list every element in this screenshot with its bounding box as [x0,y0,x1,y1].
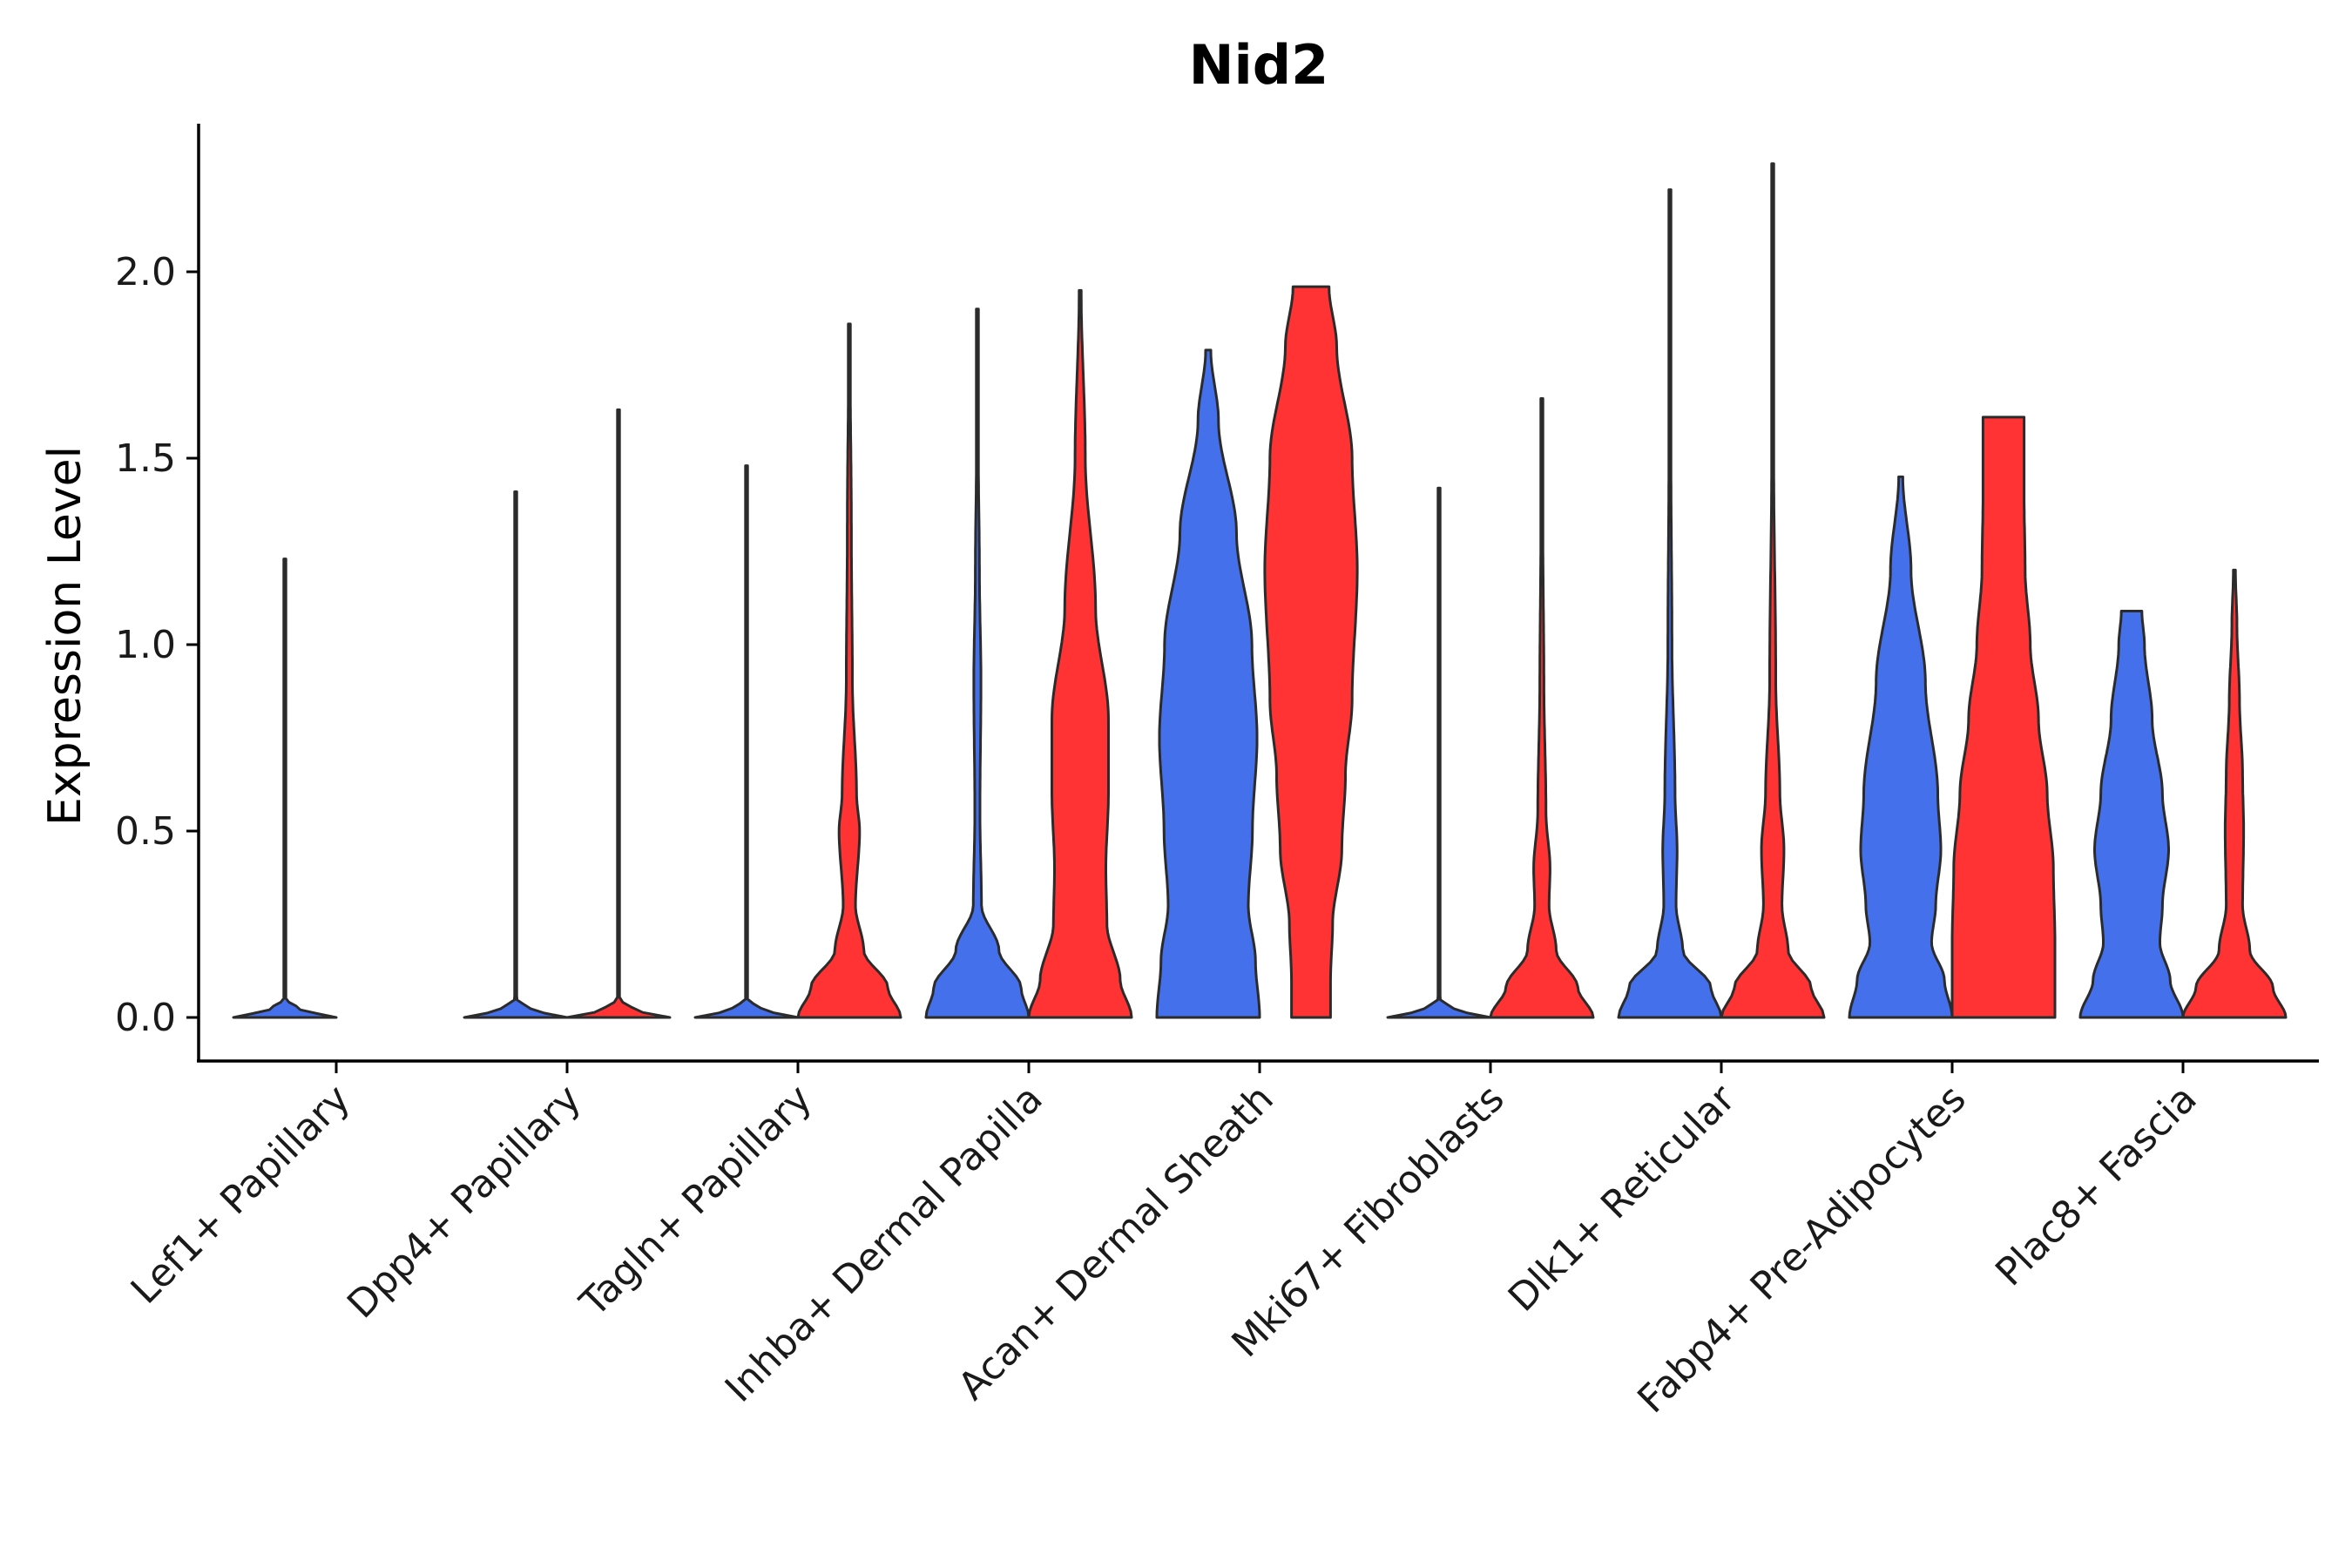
y-tick-label: 1.5 [115,436,176,481]
violin-blue-2 [693,464,800,1019]
violin-layer [232,162,2288,1019]
y-tick-label: 1.0 [115,623,176,667]
violin-blue-4 [1155,348,1261,1019]
x-tick-label: Plac8+ Fascia [1987,1077,2206,1295]
y-axis-title: Expression Level [39,446,91,826]
violin-blue-1 [463,490,569,1019]
violin-blue-8 [2078,610,2185,1019]
violin-blue-5 [1386,486,1492,1019]
y-tick-label: 2.0 [115,250,176,294]
violin-red-2 [796,322,902,1019]
violin-blue-6 [1617,188,1723,1019]
x-tick-label: Dlk1+ Reticular [1500,1076,1745,1321]
y-tick-label: 0.5 [115,809,176,854]
violin-blue-3 [924,308,1031,1019]
violin-red-5 [1489,397,1595,1019]
y-axis-ticks: 0.0 0.5 1.0 1.5 2.0 [115,250,199,1040]
y-tick-label: 0.0 [115,996,176,1040]
violin-red-7 [1950,416,2057,1019]
violin-red-3 [1027,288,1133,1019]
x-tick-label: Lef1+ Papillary [123,1077,359,1313]
violin-blue-7 [1848,475,1954,1019]
violin-red-6 [1720,162,1826,1019]
violin-blue-0 [232,558,338,1019]
x-tick-label: Tagln+ Papillary [571,1077,821,1326]
x-tick-label: Dpp4+ Papillary [339,1077,590,1328]
violin-red-8 [2181,568,2288,1019]
chart-title: Nid2 [1189,33,1329,97]
violin-red-4 [1263,285,1359,1019]
violin-red-1 [565,408,672,1019]
